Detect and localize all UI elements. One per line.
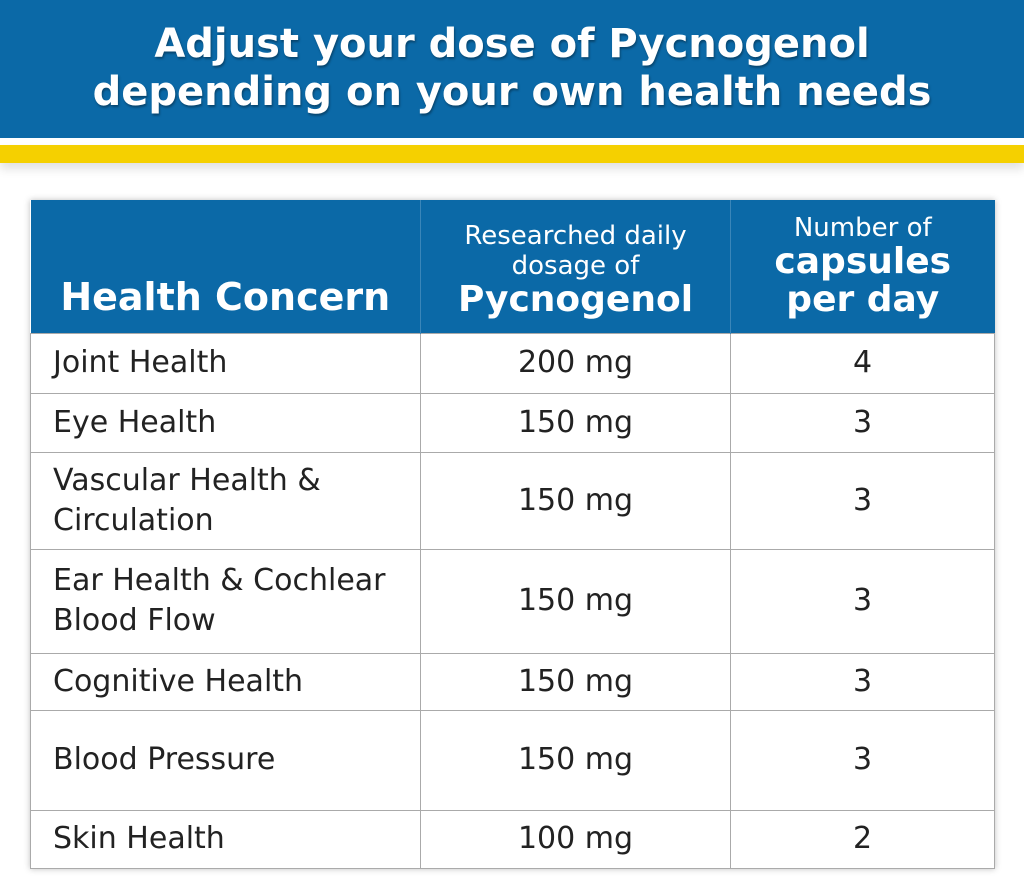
table-row: Joint Health 200 mg 4 bbox=[30, 332, 995, 394]
dosage-cell: 150 mg bbox=[420, 709, 731, 811]
health-concern-cell: Vascular Health & Circulation bbox=[30, 451, 421, 550]
dosage-cell: 150 mg bbox=[420, 652, 731, 711]
header-dosage-small: Researched daily dosage of bbox=[464, 220, 687, 281]
table-header-row: Health Concern Researched daily dosage o… bbox=[30, 200, 995, 333]
capsules-cell: 3 bbox=[730, 652, 995, 711]
capsules-cell: 3 bbox=[730, 548, 995, 654]
header-dosage: Researched daily dosage of Pycnogenol bbox=[420, 200, 731, 333]
capsules-cell: 3 bbox=[730, 392, 995, 453]
table-row: Vascular Health & Circulation 150 mg 3 bbox=[30, 451, 995, 550]
dosage-cell: 150 mg bbox=[420, 392, 731, 453]
title-banner: Adjust your dose of Pycnogenol depending… bbox=[0, 0, 1024, 138]
header-capsules-big: capsules per day bbox=[774, 240, 952, 320]
header-health-concern: Health Concern bbox=[30, 200, 421, 333]
title-line-2: depending on your own health needs bbox=[92, 69, 932, 115]
health-concern-cell: Ear Health & Cochlear Blood Flow bbox=[30, 548, 421, 654]
title-line-1: Adjust your dose of Pycnogenol bbox=[154, 21, 870, 67]
yellow-stripe bbox=[0, 145, 1024, 163]
health-concern-cell: Joint Health bbox=[30, 332, 421, 394]
capsules-cell: 4 bbox=[730, 332, 995, 394]
table-row: Eye Health 150 mg 3 bbox=[30, 392, 995, 453]
health-concern-cell: Skin Health bbox=[30, 809, 421, 869]
dosage-cell: 150 mg bbox=[420, 451, 731, 550]
dosage-cell: 150 mg bbox=[420, 548, 731, 654]
capsules-cell: 3 bbox=[730, 451, 995, 550]
capsules-cell: 3 bbox=[730, 709, 995, 811]
dosage-cell: 100 mg bbox=[420, 809, 731, 869]
health-concern-cell: Cognitive Health bbox=[30, 652, 421, 711]
dosage-cell: 200 mg bbox=[420, 332, 731, 394]
table-row: Skin Health 100 mg 2 bbox=[30, 809, 995, 869]
header-dosage-big: Pycnogenol bbox=[457, 278, 694, 320]
table-row: Ear Health & Cochlear Blood Flow 150 mg 3 bbox=[30, 548, 995, 654]
health-concern-cell: Blood Pressure bbox=[30, 709, 421, 811]
table-row: Cognitive Health 150 mg 3 bbox=[30, 652, 995, 711]
header-capsules-small: Number of bbox=[793, 212, 932, 243]
capsules-cell: 2 bbox=[730, 809, 995, 869]
dosage-table: Health Concern Researched daily dosage o… bbox=[30, 200, 995, 869]
header-capsules: Number of capsules per day bbox=[730, 200, 995, 333]
health-concern-cell: Eye Health bbox=[30, 392, 421, 453]
table-row: Blood Pressure 150 mg 3 bbox=[30, 709, 995, 811]
